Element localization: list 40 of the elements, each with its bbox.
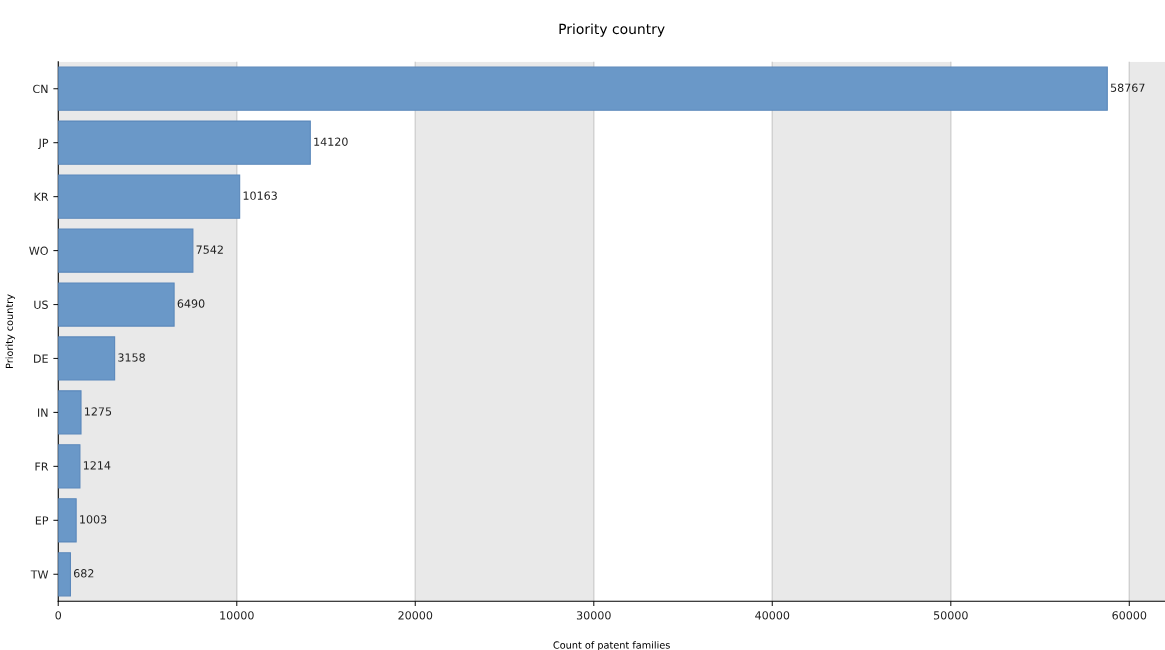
x-tick-label: 10000 [220, 611, 254, 620]
x-tick-label: 30000 [576, 611, 611, 620]
y-tick-label: DE [34, 354, 48, 363]
bar [58, 66, 1108, 111]
data-label: 10163 [243, 191, 277, 200]
x-tick-label: 50000 [933, 611, 968, 620]
x-tick-label: 40000 [755, 611, 790, 620]
bar [58, 552, 71, 597]
bar [58, 174, 241, 219]
bar [58, 498, 77, 543]
x-tick-label: 20000 [398, 611, 433, 620]
y-tick-label: JP [37, 138, 49, 150]
y-axis-title: Priority country [5, 294, 15, 368]
data-label: 7542 [196, 245, 223, 254]
y-tick-label: WO [29, 246, 48, 255]
data-label: 1275 [85, 407, 112, 416]
y-tick-label: KR [34, 192, 49, 201]
y-tick-label: US [34, 300, 48, 309]
bar [58, 444, 81, 489]
chart-title: Priority country [559, 23, 665, 37]
data-label: 14120 [314, 137, 348, 146]
x-tick-label: 60000 [1112, 611, 1147, 620]
bar [58, 336, 116, 381]
bar [58, 282, 175, 327]
data-label: 58767 [1110, 83, 1145, 92]
data-label: 1214 [83, 461, 111, 470]
x-tick-label: 0 [55, 611, 62, 620]
y-tick-label: TW [30, 570, 49, 579]
data-label: 6490 [177, 299, 205, 308]
bar [58, 390, 82, 435]
y-tick-label: EP [35, 516, 49, 525]
y-tick-label: IN [38, 408, 48, 417]
data-label: 682 [73, 569, 94, 578]
y-tick-label: CN [33, 84, 48, 94]
bar [58, 228, 194, 273]
bar [58, 120, 311, 165]
x-axis-title: Count of patent families [553, 641, 670, 650]
y-tick-label: FR [35, 462, 49, 471]
data-label: 3158 [118, 353, 145, 362]
data-label: 1003 [80, 515, 107, 524]
